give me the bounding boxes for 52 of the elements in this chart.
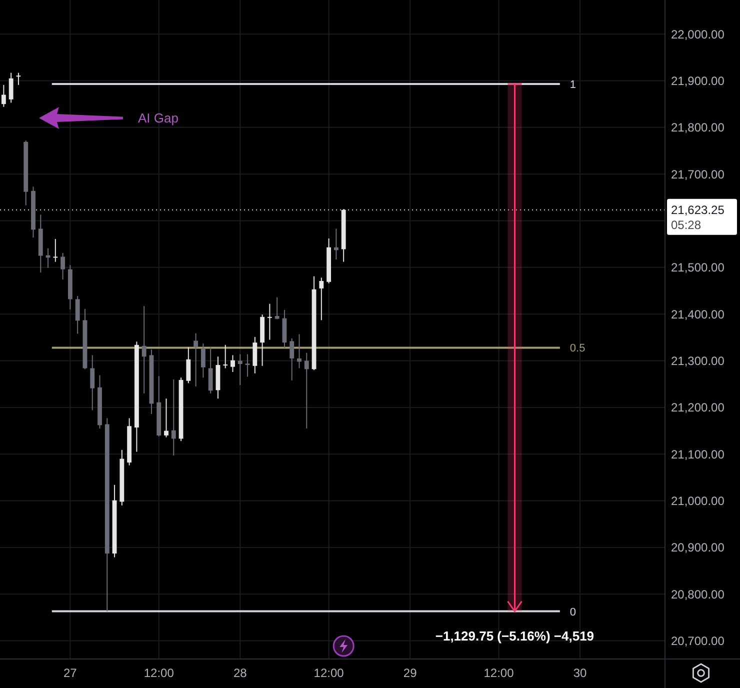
y-tick-label: 20,700.00 xyxy=(671,634,725,648)
x-tick-label: 28 xyxy=(233,666,248,680)
y-tick-label: 21,300.00 xyxy=(671,354,725,368)
y-tick-label: 21,100.00 xyxy=(671,447,725,462)
x-tick-label: 29 xyxy=(403,666,418,680)
x-tick-label: 27 xyxy=(64,666,78,680)
candlestick xyxy=(297,334,302,369)
annotation: 0.5 xyxy=(570,342,586,355)
candlestick xyxy=(142,306,146,394)
candlestick xyxy=(90,354,95,411)
y-tick-label: 21,400.00 xyxy=(671,307,725,322)
candlestick xyxy=(267,303,272,340)
y-tick-label: 21,000.00 xyxy=(671,494,725,508)
candlestick xyxy=(290,338,294,381)
candlestick xyxy=(60,252,66,280)
candlestick xyxy=(319,277,324,321)
candlestick xyxy=(238,354,242,386)
annotation: 1 xyxy=(570,79,576,92)
candlestick xyxy=(334,228,338,260)
y-tick-label: 21,900.00 xyxy=(671,74,725,88)
y-tick-label: 21,500.00 xyxy=(671,260,725,275)
x-tick-label: 12:00 xyxy=(144,666,174,680)
text: 05:28 xyxy=(671,218,702,232)
candlestick xyxy=(194,332,198,387)
y-tick-label: 21,800.00 xyxy=(671,120,725,135)
x-tick-label: 12:00 xyxy=(314,666,344,680)
candlestick xyxy=(200,343,206,378)
candlestick xyxy=(252,336,258,374)
candlestick xyxy=(8,72,14,104)
y-tick-label: 20,800.00 xyxy=(671,587,725,602)
y-tick-label: 21,700.00 xyxy=(671,167,725,182)
candlestick xyxy=(53,238,58,262)
annotation: AI Gap xyxy=(138,110,178,126)
candlestick xyxy=(164,398,168,438)
y-tick-label: 21,200.00 xyxy=(671,400,725,415)
x-tick-label: 30 xyxy=(573,666,588,680)
candlestick xyxy=(75,295,80,334)
candlestick xyxy=(274,296,280,320)
candlestick xyxy=(304,352,309,429)
y-tick-label: 20,900.00 xyxy=(671,540,725,555)
candlestick xyxy=(223,344,228,369)
annotation: −1,129.75 (−5.16%) −4,519 xyxy=(435,628,594,644)
candlestick xyxy=(171,378,176,456)
x-tick-label: 12:00 xyxy=(484,666,514,680)
candlestick xyxy=(208,346,213,394)
annotation: 0 xyxy=(570,606,576,618)
candlestick xyxy=(186,346,191,384)
candlestick xyxy=(245,354,250,378)
ref-line-label: 21,623.25 xyxy=(671,202,725,217)
candlestick xyxy=(230,354,235,372)
candlestick xyxy=(1,84,6,108)
y-tick-label: 22,000.00 xyxy=(671,27,725,42)
